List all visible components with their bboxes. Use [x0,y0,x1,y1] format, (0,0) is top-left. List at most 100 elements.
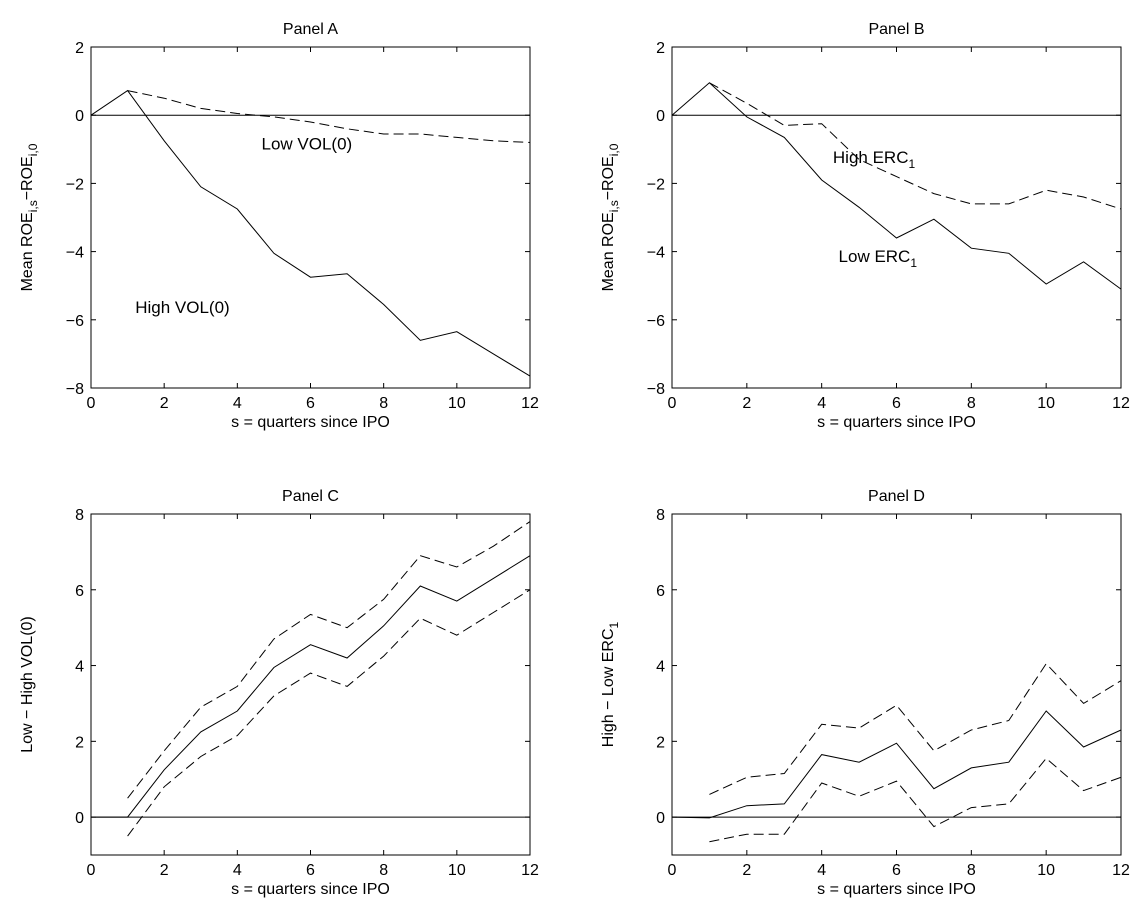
panel-1-ytick-label: −8 [647,381,665,398]
panel-1-xtick-label: 8 [967,395,976,412]
panel-1-xtick-label: 10 [1037,395,1055,412]
panel-3: Panel D 0 2 4 6 8 10 12 0 2 4 6 8 s = quarters since … [600,488,1130,898]
panel-1-ylabel: Mean ROEi,s−ROEi,0 [600,143,621,291]
panel-0-series-1-line [127,90,531,143]
panel-1-xtick-label: 6 [892,395,901,412]
panel-1-ytick-label: −6 [647,313,665,330]
panel-3-xtick-label: 12 [1112,862,1130,879]
panel-1-ylabel-main: Mean ROE [600,212,617,291]
panel-1-xtick-label: 4 [817,395,826,412]
panel-3-ytick-label: 4 [656,659,665,676]
panel-1-ylabel-sub2: i,0 [607,143,621,156]
panel-1-series-1-line [709,82,1122,210]
panel-2-series-2-line [127,589,531,837]
panel-0-xtick-label: 10 [448,395,466,412]
panel-1-annotation-high: High ERC1 [833,148,916,171]
panel-2-ytick-label: 4 [75,659,84,676]
panel-0-ylabel-sub2: i,0 [26,143,40,156]
panel-2-xtick-label: 8 [379,862,388,879]
panel-0-xtick-label: 0 [87,395,96,412]
panel-3-ytick-label: 6 [656,583,665,600]
panel-2-title: Panel C [282,488,339,505]
panel-2-series-0-line [91,555,531,818]
panel-1-ytick-label: 0 [656,108,665,125]
panel-2-xtick-label: 10 [448,862,466,879]
panel-1: Panel B 0 2 4 6 8 10 12 −8 −6 −4 −2 0 2 s = quarters s… [600,21,1130,431]
panel-0-xlabel: s = quarters since IPO [231,414,390,431]
panel-0-ytick-label: 2 [75,40,84,57]
panel-0-series-0-line [90,89,531,377]
panel-3-series-0-line [671,710,1122,819]
panel-2-xtick-label: 12 [521,862,539,879]
panel-0-ylabel-main: Mean ROE [19,212,36,291]
panel-0-annotation-low: Low VOL(0) [261,134,352,153]
panel-2-ytick-label: 2 [75,734,84,751]
panel-1-ytick-label: −2 [647,176,665,193]
panel-3-xtick-label: 10 [1037,862,1055,879]
panel-3-title: Panel D [868,488,925,505]
panel-1-xtick-label: 0 [668,395,677,412]
panel-0-ytick-label: −8 [66,381,84,398]
panel-0: Panel A 0 2 4 6 8 10 12 −8 −6 −4 −2 0 2 s = quarters s… [19,21,539,431]
panel-0-xtick-label: 2 [160,395,169,412]
panel-1-ylabel-mid: −ROE [600,156,617,200]
panel-0-annotation-high: High VOL(0) [135,298,229,317]
panel-0-annotation-high-text: High VOL(0) [135,298,229,317]
panel-1-xlabel: s = quarters since IPO [817,414,976,431]
panel-0-ytick-label: −2 [66,176,84,193]
panel-1-annotation-low: Low ERC1 [839,247,918,270]
panel-3-series-2-line [709,757,1122,843]
panel-2-ylabel-main: Low − High VOL(0) [19,616,36,753]
panel-1-ylabel-sub1: i,s [607,200,621,212]
panel-3-ytick-label: 0 [656,810,665,827]
panel-0-xtick-label: 8 [379,395,388,412]
panel-3-xtick-label: 8 [967,862,976,879]
panel-3-ylabel-sub1: 1 [607,621,621,628]
panel-1-annotation-low-text: Low ERC [839,247,911,266]
panel-0-annotation-low-text: Low VOL(0) [261,134,352,153]
panel-0-ytick-label: −4 [66,245,84,262]
panel-1-series-0-line [671,82,1122,290]
panel-0-ylabel-sub1: i,s [26,200,40,212]
panel-1-annotation-low-sub: 1 [910,256,917,270]
panel-1-annotation-high-text: High ERC [833,148,909,167]
panel-1-ytick-label: 2 [656,40,665,57]
panel-3-xlabel: s = quarters since IPO [817,881,976,898]
panel-2-xtick-label: 0 [87,862,96,879]
panel-0-ylabel-mid: −ROE [19,156,36,200]
panel-3-ylabel-main: High − Low ERC [600,628,617,747]
panel-0-title: Panel A [283,21,338,38]
panel-0-ylabel: Mean ROEi,s−ROEi,0 [19,143,40,291]
panel-2-xtick-label: 6 [306,862,315,879]
panel-1-ytick-label: −4 [647,245,665,262]
panel-0-ytick-label: 0 [75,108,84,125]
panel-2-xlabel: s = quarters since IPO [231,881,390,898]
panel-0-xtick-label: 6 [306,395,315,412]
panel-0-xtick-label: 12 [521,395,539,412]
panel-2: Panel C 0 2 4 6 8 10 12 0 2 4 6 8 s = quarters since … [19,488,539,898]
panel-1-axes-box [671,46,1122,389]
panel-3-ytick-label: 8 [656,507,665,524]
panel-0-xtick-label: 4 [233,395,242,412]
panel-1-annotation-high-sub: 1 [909,157,916,171]
panel-0-axes-box [90,46,531,389]
panel-2-ytick-label: 0 [75,810,84,827]
panel-1-xtick-label: 2 [742,395,751,412]
panel-3-xtick-label: 6 [892,862,901,879]
panel-2-axes-box [90,513,531,856]
panel-2-ytick-label: 6 [75,583,84,600]
panel-2-ytick-label: 8 [75,507,84,524]
panel-2-series-1-line [127,521,531,799]
panel-2-xtick-label: 4 [233,862,242,879]
panel-3-xtick-label: 0 [668,862,677,879]
panel-1-title: Panel B [868,21,924,38]
panel-3-xtick-label: 4 [817,862,826,879]
panel-0-ytick-label: −6 [66,313,84,330]
panel-3-ytick-label: 2 [656,734,665,751]
panel-3-series-1-line [709,662,1122,795]
panel-3-axes-box [671,513,1122,856]
panel-2-ylabel: Low − High VOL(0) [19,616,36,753]
panel-2-xtick-label: 2 [160,862,169,879]
panel-3-ylabel: High − Low ERC1 [600,621,621,747]
